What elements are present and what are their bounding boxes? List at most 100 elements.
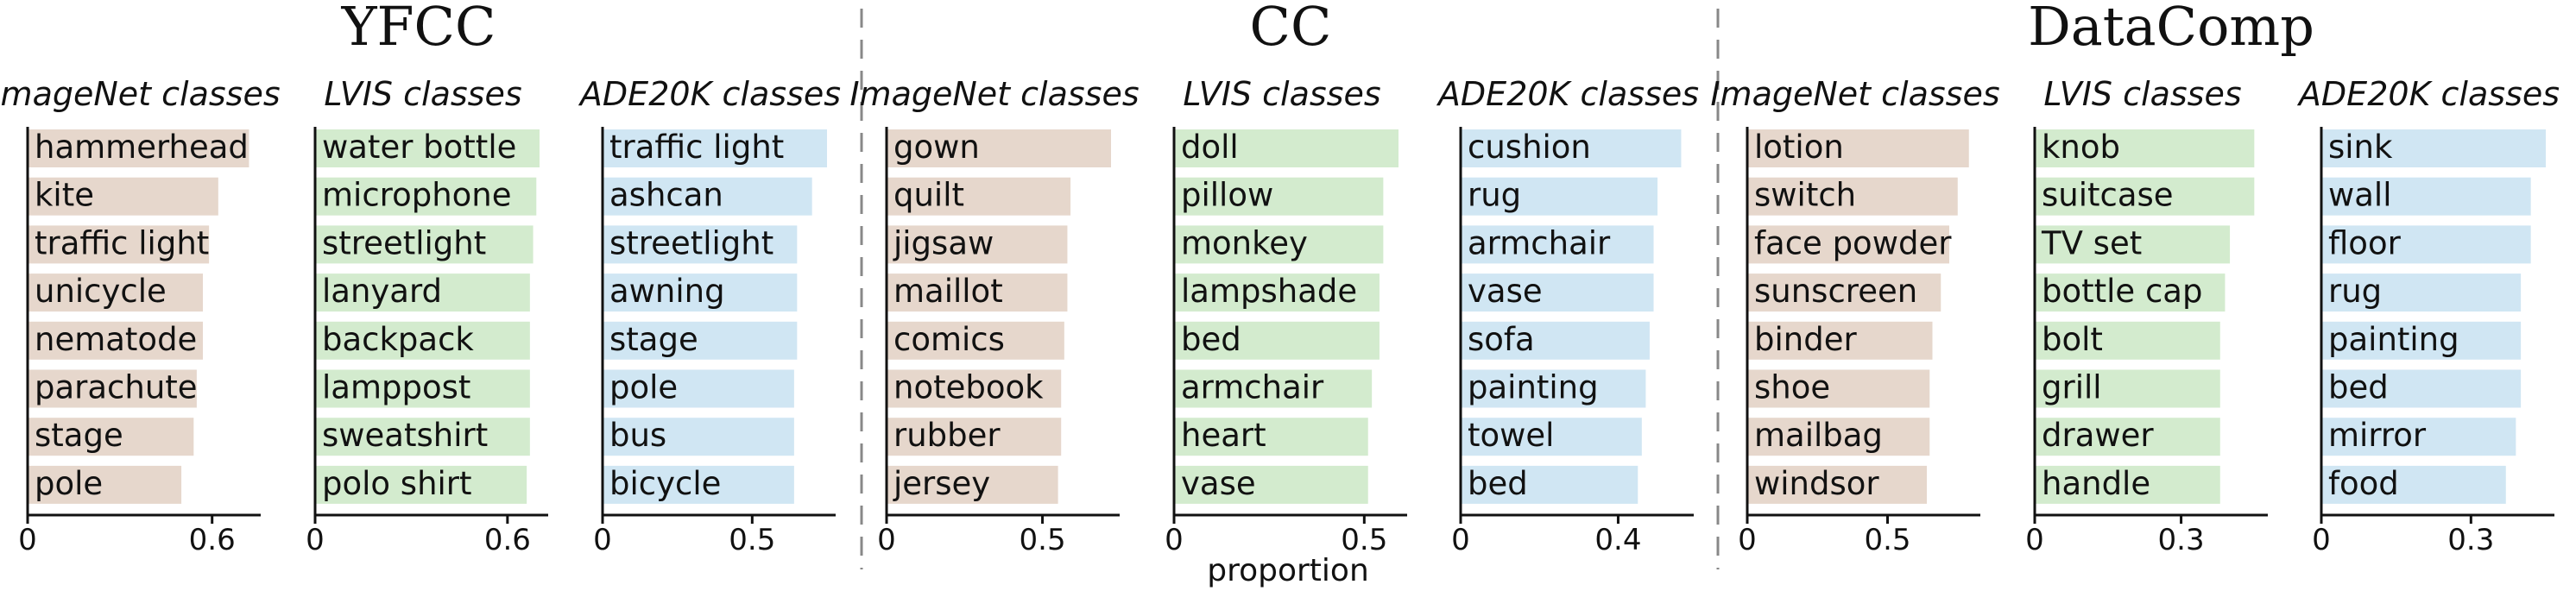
bar [1747,225,1949,264]
bar [1747,418,1930,456]
bar [1461,273,1654,312]
panel-title: ImageNet classes [849,75,1139,113]
bar [28,321,204,360]
bar-label: water bottle [322,129,516,166]
bar [315,369,530,408]
chart-panel: LVIS classes knob suitcase TV set bottle cap… [2025,75,2268,557]
chart-panel: LVIS classes doll pillow monkey lampshade bed… [1165,75,1407,557]
bar-label: monkey [1181,224,1308,261]
bar-label: floor [2328,224,2402,261]
bar-label: bicycle [609,465,721,502]
chart-panel: ADE20K classes sink wall floor rug painting be… [2296,75,2560,557]
bar-label: backpack [322,321,474,358]
x-tick-label: 0.4 [1594,523,1641,557]
x-tick-label: 0.5 [1020,523,1066,557]
bar-label: bottle cap [2042,273,2202,310]
bar-label: streetlight [322,224,486,261]
bar-label: lanyard [322,273,442,310]
bar-label: ashcan [609,177,723,214]
bar [315,273,530,312]
bar-label: jigsaw [893,224,994,261]
bar-label: windsor [1754,465,1879,502]
bar-label: mirror [2328,417,2427,454]
bar-label: armchair [1468,224,1611,261]
chart-panels: ImageNet classes hammerhead kite traffic li… [0,75,2560,557]
bar [1461,177,1658,216]
bar-label: TV set [2041,224,2142,261]
bar [2321,177,2531,216]
bar [887,273,1068,312]
bar [603,177,812,216]
bar [887,225,1068,264]
bar-label: doll [1181,129,1239,166]
bar [603,321,798,360]
x-axis-label: proportion [1207,553,1369,588]
bar [887,129,1111,167]
bar-label: armchair [1181,369,1324,406]
bar [603,418,794,456]
bar-label: face powder [1754,224,1952,261]
bar-label: bed [2328,369,2389,406]
bar-label: grill [2042,369,2102,406]
bar [887,321,1064,360]
bar-label: vase [1468,273,1543,310]
x-tick-label: 0 [593,523,612,557]
bar-label: lampshade [1181,273,1357,310]
bar-label: switch [1754,177,1856,214]
bar-label: unicycle [35,273,167,310]
bar-label: bolt [2042,321,2103,358]
bar [1747,465,1927,504]
bar-label: parachute [35,369,198,406]
bar [315,177,537,216]
bar [2035,273,2226,312]
x-tick-label: 0 [1165,523,1184,557]
bar [1174,129,1398,167]
panel-title: LVIS classes [1183,75,1380,113]
bar-label: shoe [1754,369,1830,406]
chart-panel: ADE20K classes traffic light ashcan streetl… [578,75,841,557]
bar-label: comics [893,321,1005,358]
bar [315,129,540,167]
bar-label: polo shirt [322,465,472,502]
bar [1174,177,1384,216]
bar [603,369,794,408]
group-title-yfcc: YFCC [341,0,496,58]
bar-label: sink [2328,129,2393,166]
bar [2321,129,2546,167]
bar-label: nematode [35,321,197,358]
bar-label: hammerhead [35,129,249,166]
bar [28,177,218,216]
bar [1461,369,1646,408]
bar [1461,465,1638,504]
bar [315,465,527,504]
bar [315,418,530,456]
group-title-datacomp: DataComp [2028,0,2314,58]
bar-label: lamppost [322,369,470,406]
bar-label: notebook [893,369,1044,406]
x-tick-label: 0 [306,523,325,557]
bar-label: pillow [1181,177,1273,214]
bar-label: maillot [893,273,1003,310]
bar-label: lotion [1754,129,1844,166]
panel-title: ImageNet classes [1710,75,1999,113]
bar [1174,321,1380,360]
panel-title: LVIS classes [2043,75,2241,113]
bar [2035,418,2220,456]
bar [28,225,210,264]
bar-label: sweatshirt [322,417,488,454]
bar [1461,418,1642,456]
chart-panel: ADE20K classes cushion rug armchair vase sofa… [1436,75,1699,557]
bar [28,273,204,312]
chart-panel: LVIS classes water bottle microphone street… [306,75,548,557]
bar [887,465,1058,504]
panel-title: LVIS classes [324,75,521,113]
bar [1174,273,1380,312]
bar-label: rug [2328,273,2382,310]
x-tick-label: 0 [18,523,37,557]
bar-label: traffic light [609,129,784,166]
bar [1747,177,1958,216]
x-tick-label: 0.6 [189,523,236,557]
bar-label: sofa [1468,321,1535,358]
chart-panel: ImageNet classes hammerhead kite traffic li… [0,75,281,557]
